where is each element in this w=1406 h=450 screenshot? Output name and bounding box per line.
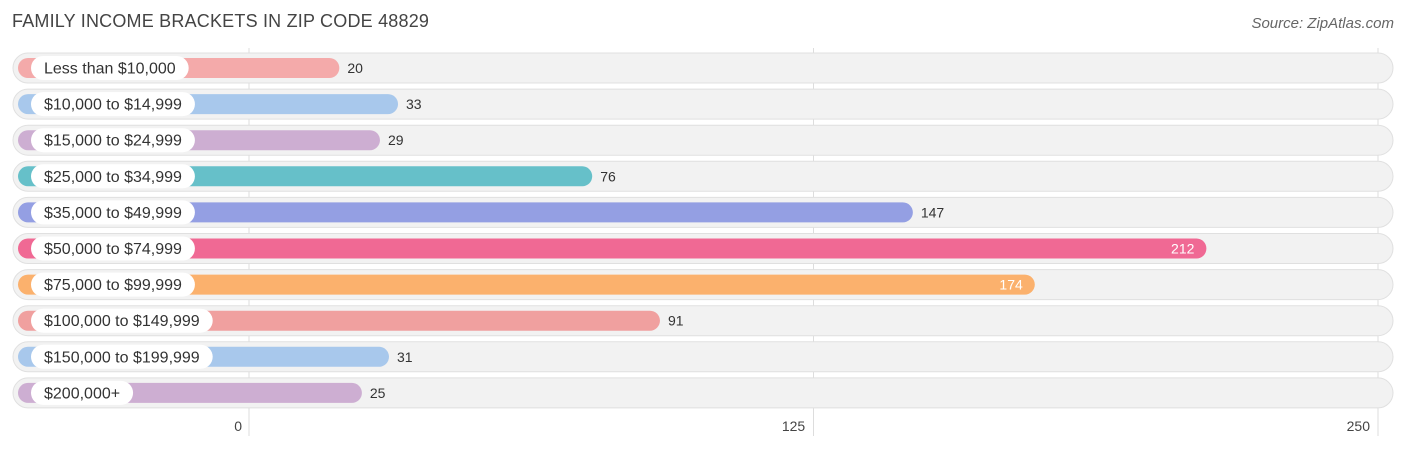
- category-label-pill: [31, 380, 134, 405]
- value-label: 29: [388, 132, 404, 148]
- bar-row: $75,000 to $99,999 174: [12, 269, 1394, 301]
- category-label-pill: [31, 236, 195, 261]
- value-label: 33: [406, 96, 422, 112]
- category-label-pill: [31, 272, 195, 297]
- category-label: $200,000+: [44, 385, 120, 402]
- bar: [18, 202, 913, 223]
- category-label: $150,000 to $199,999: [44, 349, 200, 366]
- row-track: [12, 52, 1394, 84]
- bar-row: $35,000 to $49,999 147: [12, 196, 1394, 228]
- bar-row: $150,000 to $199,999 31: [12, 341, 1394, 373]
- bar: [18, 274, 1035, 295]
- x-axis-ticks: 0 125 250: [234, 418, 1370, 434]
- x-tick-label: 0: [234, 418, 242, 434]
- category-label-pill: [31, 92, 195, 117]
- x-tick-label: 125: [782, 418, 806, 434]
- category-label-pill: [31, 200, 195, 225]
- category-label-pill: [31, 164, 195, 189]
- bar-row: Less than $10,000 20: [12, 52, 1394, 84]
- category-label: $25,000 to $34,999: [44, 169, 182, 186]
- category-label: $50,000 to $74,999: [44, 241, 182, 258]
- bar-row: $100,000 to $149,999 91: [12, 305, 1394, 337]
- bar-row: $25,000 to $34,999 76: [12, 160, 1394, 192]
- value-label: 20: [347, 60, 363, 76]
- value-label: 174: [999, 277, 1023, 293]
- category-label: $100,000 to $149,999: [44, 313, 200, 330]
- bar: [18, 238, 1207, 259]
- chart-source: Source: ZipAtlas.com: [1251, 15, 1394, 32]
- category-label-pill: [31, 56, 189, 80]
- chart-title: FAMILY INCOME BRACKETS IN ZIP CODE 48829: [12, 11, 430, 31]
- bar-row: $200,000+ 25: [12, 377, 1394, 409]
- value-label: 25: [370, 385, 386, 401]
- category-label: Less than $10,000: [44, 61, 176, 78]
- category-label-pill: [31, 344, 213, 369]
- category-label: $35,000 to $49,999: [44, 205, 182, 222]
- bar-row: $50,000 to $74,999 212: [12, 233, 1394, 264]
- category-label: $15,000 to $24,999: [44, 133, 182, 150]
- value-label: 76: [600, 168, 616, 184]
- bar-row: $10,000 to $14,999 33: [12, 88, 1394, 120]
- category-label: $75,000 to $99,999: [44, 277, 182, 294]
- value-label: 31: [397, 349, 413, 365]
- value-label: 91: [668, 313, 684, 329]
- category-label: $10,000 to $14,999: [44, 97, 182, 114]
- bar-row: $15,000 to $24,999 29: [12, 124, 1394, 156]
- value-label: 147: [921, 204, 945, 220]
- x-tick-label: 250: [1347, 418, 1371, 434]
- category-label-pill: [31, 128, 195, 153]
- category-label-pill: [31, 308, 213, 333]
- value-label: 212: [1171, 241, 1195, 257]
